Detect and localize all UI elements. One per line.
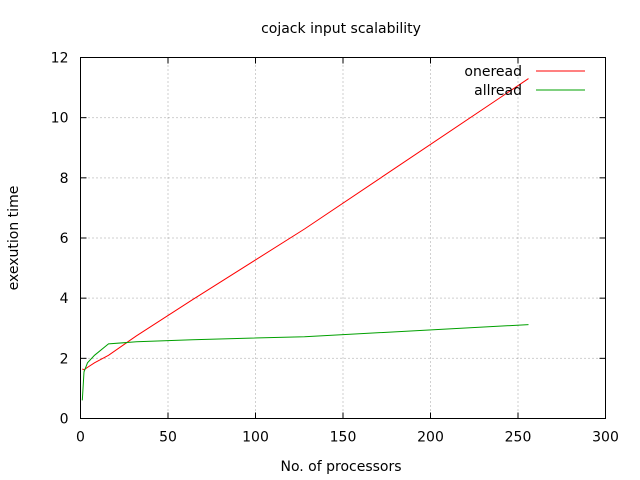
legend: oneread allread (464, 64, 585, 99)
legend-label-allread: allread (474, 83, 522, 99)
chart-title: cojack input scalability (261, 21, 421, 37)
x-axis-label: No. of processors (280, 459, 401, 475)
legend-label-oneread: oneread (464, 64, 522, 80)
series-line-allread (81, 324, 529, 401)
axis-ticks: 0 50 100 150 200 250 300 0 2 4 6 8 10 12 (51, 51, 619, 446)
y-tick-label: 6 (60, 231, 69, 247)
y-tick-label: 8 (60, 171, 69, 187)
x-tick-label: 100 (242, 430, 269, 446)
x-tick-label: 50 (159, 430, 177, 446)
y-tick-label: 0 (60, 412, 69, 428)
series-line-oneread (82, 78, 529, 371)
grid (80, 57, 606, 419)
y-axis-label: exexution time (6, 186, 22, 291)
series-lines (81, 78, 529, 401)
y-tick-label: 4 (60, 291, 69, 307)
x-tick-label: 0 (76, 430, 85, 446)
x-tick-label: 200 (417, 430, 444, 446)
y-tick-label: 10 (51, 111, 69, 127)
x-tick-label: 150 (330, 430, 357, 446)
x-tick-label: 250 (505, 430, 532, 446)
y-tick-label: 12 (51, 51, 69, 67)
y-tick-label: 2 (60, 351, 69, 367)
x-tick-label: 300 (592, 430, 619, 446)
